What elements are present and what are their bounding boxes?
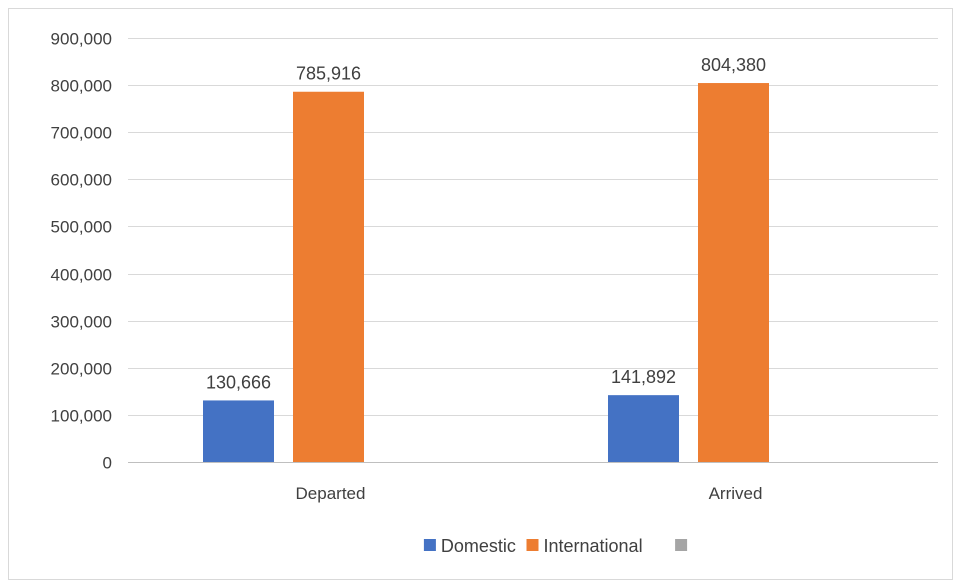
y-tick-label: 500,000 (51, 218, 112, 237)
chart-frame (8, 8, 953, 580)
legend-label: Domestic (441, 536, 516, 556)
bar-international-arrived (698, 83, 769, 463)
y-tick-label: 200,000 (51, 360, 112, 379)
y-tick-label: 600,000 (51, 171, 112, 190)
y-tick-label: 0 (103, 454, 112, 473)
data-label: 804,380 (701, 55, 766, 75)
bar-domestic-departed (203, 400, 274, 462)
data-label: 130,666 (206, 372, 271, 392)
legend-label: International (544, 536, 643, 556)
y-tick-label: 300,000 (51, 313, 112, 332)
y-tick-label: 800,000 (51, 77, 112, 96)
legend-swatch (675, 539, 688, 551)
x-tick-label: Arrived (709, 484, 763, 503)
data-label: 785,916 (296, 64, 361, 84)
y-tick-label: 700,000 (51, 124, 112, 143)
data-label: 141,892 (611, 367, 676, 387)
y-tick-label: 900,000 (51, 30, 112, 49)
y-tick-label: 400,000 (51, 266, 112, 285)
bar-international-departed (293, 91, 364, 462)
bar-domestic-arrived (608, 395, 679, 462)
legend-swatch (423, 539, 436, 551)
x-tick-label: Departed (296, 484, 366, 503)
y-tick-label: 100,000 (51, 407, 112, 426)
legend-swatch (526, 539, 539, 551)
